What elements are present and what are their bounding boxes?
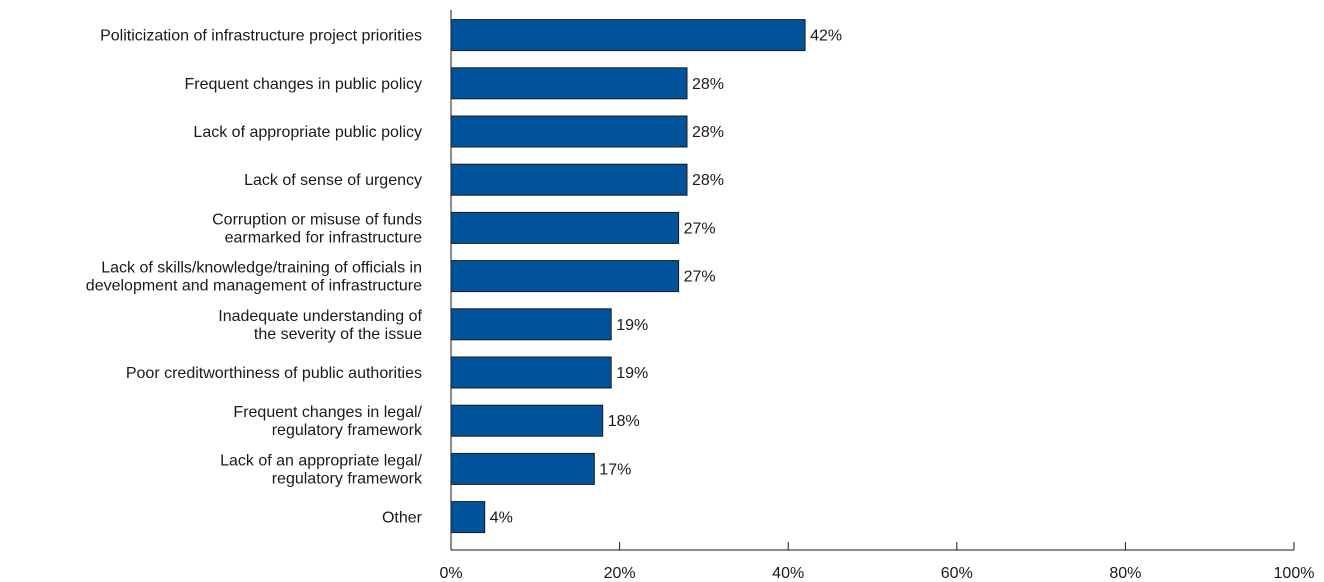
- x-tick-label: 0%: [439, 565, 462, 582]
- x-tick-label: 100%: [1274, 565, 1315, 582]
- bar: [450, 163, 688, 196]
- category-label: Frequent changes in public policy: [185, 76, 422, 93]
- value-label: 17%: [599, 461, 631, 478]
- category-label: Corruption or misuse of funds earmarked f…: [212, 211, 422, 246]
- bar: [450, 211, 680, 244]
- bar: [450, 67, 688, 100]
- x-tick-label: 40%: [772, 565, 804, 582]
- x-tick-label: 80%: [1109, 565, 1141, 582]
- bar: [450, 452, 595, 485]
- category-label: Inadequate understanding of the severity …: [218, 308, 422, 343]
- bar: [450, 260, 680, 293]
- x-tick-label: 20%: [604, 565, 636, 582]
- bar: [450, 404, 604, 437]
- value-label: 27%: [684, 269, 716, 286]
- value-label: 28%: [692, 124, 724, 141]
- value-label: 42%: [810, 28, 842, 45]
- category-label: Frequent changes in legal/regulatory fra…: [233, 404, 423, 439]
- category-label: Politicization of infrastructure project…: [100, 28, 422, 45]
- category-label: Poor creditworthiness of public authorit…: [126, 365, 422, 382]
- bar: [450, 501, 486, 534]
- value-label: 4%: [490, 510, 513, 527]
- bar: [450, 19, 806, 52]
- bar: [450, 356, 612, 389]
- bar: [450, 308, 612, 341]
- bar: [450, 115, 688, 148]
- category-label: Lack of skills/knowledge/training of off…: [86, 260, 422, 295]
- value-label: 18%: [608, 413, 640, 430]
- category-label: Lack of an appropriate legal/regulatory …: [220, 452, 423, 487]
- value-label: 19%: [616, 317, 648, 334]
- value-label: 27%: [684, 220, 716, 237]
- x-tick-label: 60%: [941, 565, 973, 582]
- value-label: 28%: [692, 172, 724, 189]
- value-label: 28%: [692, 76, 724, 93]
- category-label: Lack of sense of urgency: [244, 172, 422, 189]
- value-label: 19%: [616, 365, 648, 382]
- category-label: Other: [382, 510, 423, 527]
- category-label: Lack of appropriate public policy: [193, 124, 422, 141]
